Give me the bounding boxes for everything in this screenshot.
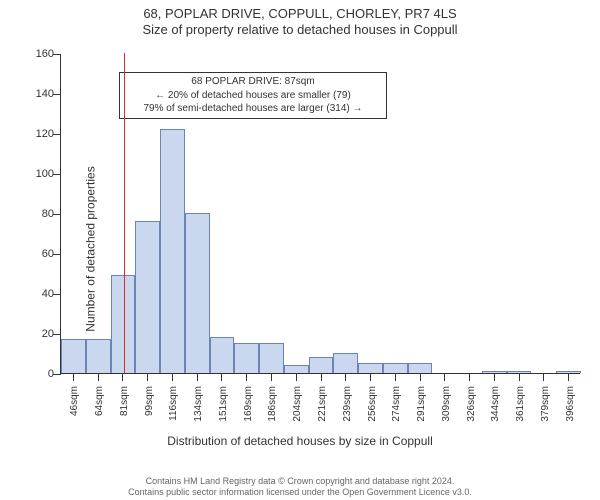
y-tick-label: 0 (0, 368, 54, 380)
x-tick-label: 186sqm (267, 386, 278, 422)
histogram-bar (111, 275, 136, 373)
x-tick-label: 46sqm (69, 386, 80, 416)
y-tick-label: 140 (0, 88, 54, 100)
histogram-bar (408, 363, 433, 373)
annotation-line1: 68 POPLAR DRIVE: 87sqm (124, 75, 382, 89)
x-tick-label: 81sqm (119, 386, 130, 416)
y-tick (53, 134, 61, 135)
x-tick-label: 396sqm (565, 386, 576, 422)
x-tick-label: 274sqm (391, 386, 402, 422)
x-tick-label: 151sqm (218, 386, 229, 422)
x-tick-label: 221sqm (317, 386, 328, 422)
histogram-bar (259, 343, 284, 373)
x-tick (246, 373, 247, 381)
x-tick (122, 373, 123, 381)
x-tick (271, 373, 272, 381)
histogram-bar (383, 363, 408, 373)
x-tick-label: 169sqm (243, 386, 254, 422)
x-tick (444, 373, 445, 381)
x-tick-label: 379sqm (540, 386, 551, 422)
histogram-bar (333, 353, 358, 373)
footer-attribution: Contains HM Land Registry data © Crown c… (0, 476, 600, 499)
footer-line2: Contains public sector information licen… (0, 487, 600, 498)
x-tick (172, 373, 173, 381)
x-tick-label: 361sqm (515, 386, 526, 422)
x-tick-label: 204sqm (292, 386, 303, 422)
chart-container: Number of detached properties 68 POPLAR … (0, 44, 600, 454)
x-tick (321, 373, 322, 381)
page-title: 68, POPLAR DRIVE, COPPULL, CHORLEY, PR7 … (0, 6, 600, 22)
y-tick-label: 60 (0, 248, 54, 260)
x-tick (221, 373, 222, 381)
x-tick (345, 373, 346, 381)
x-tick-label: 99sqm (144, 386, 155, 416)
y-tick-label: 120 (0, 128, 54, 140)
y-tick-label: 100 (0, 168, 54, 180)
x-tick (370, 373, 371, 381)
y-tick (53, 174, 61, 175)
x-tick-label: 116sqm (168, 386, 179, 421)
annotation-line2: ← 20% of detached houses are smaller (79… (124, 89, 382, 103)
x-tick-label: 309sqm (441, 386, 452, 422)
x-tick-label: 239sqm (342, 386, 353, 422)
y-tick (53, 334, 61, 335)
y-tick (53, 54, 61, 55)
x-tick (147, 373, 148, 381)
x-tick (197, 373, 198, 381)
x-axis-label: Distribution of detached houses by size … (0, 434, 600, 448)
x-tick (469, 373, 470, 381)
y-tick-label: 40 (0, 288, 54, 300)
x-tick (73, 373, 74, 381)
x-tick (568, 373, 569, 381)
x-tick (519, 373, 520, 381)
x-tick (420, 373, 421, 381)
histogram-bar (210, 337, 235, 373)
y-tick-label: 160 (0, 48, 54, 60)
property-marker-line (124, 53, 125, 373)
x-tick-label: 344sqm (490, 386, 501, 422)
x-tick (296, 373, 297, 381)
y-tick (53, 254, 61, 255)
x-tick (543, 373, 544, 381)
x-tick (494, 373, 495, 381)
y-tick-label: 80 (0, 208, 54, 220)
y-tick (53, 374, 61, 375)
y-tick (53, 214, 61, 215)
page-subtitle: Size of property relative to detached ho… (0, 22, 600, 38)
histogram-bar (284, 365, 309, 373)
x-tick-label: 291sqm (416, 386, 427, 422)
y-tick (53, 294, 61, 295)
x-tick-label: 256sqm (367, 386, 378, 422)
histogram-bar (185, 213, 210, 373)
footer-line1: Contains HM Land Registry data © Crown c… (0, 476, 600, 487)
histogram-bar (234, 343, 259, 373)
x-tick (395, 373, 396, 381)
histogram-bar (135, 221, 160, 373)
histogram-bar (358, 363, 383, 373)
histogram-bar (86, 339, 111, 373)
histogram-bar (160, 129, 185, 373)
annotation-box: 68 POPLAR DRIVE: 87sqm ← 20% of detached… (119, 72, 387, 119)
x-tick-label: 64sqm (94, 386, 105, 416)
annotation-line3: 79% of semi-detached houses are larger (… (124, 102, 382, 116)
x-tick-label: 134sqm (193, 386, 204, 422)
x-tick (98, 373, 99, 381)
histogram-bar (309, 357, 334, 373)
y-tick (53, 94, 61, 95)
y-tick-label: 20 (0, 328, 54, 340)
title-block: 68, POPLAR DRIVE, COPPULL, CHORLEY, PR7 … (0, 0, 600, 39)
histogram-bar (61, 339, 86, 373)
x-tick-label: 326sqm (466, 386, 477, 422)
plot-area: 68 POPLAR DRIVE: 87sqm ← 20% of detached… (60, 54, 580, 374)
